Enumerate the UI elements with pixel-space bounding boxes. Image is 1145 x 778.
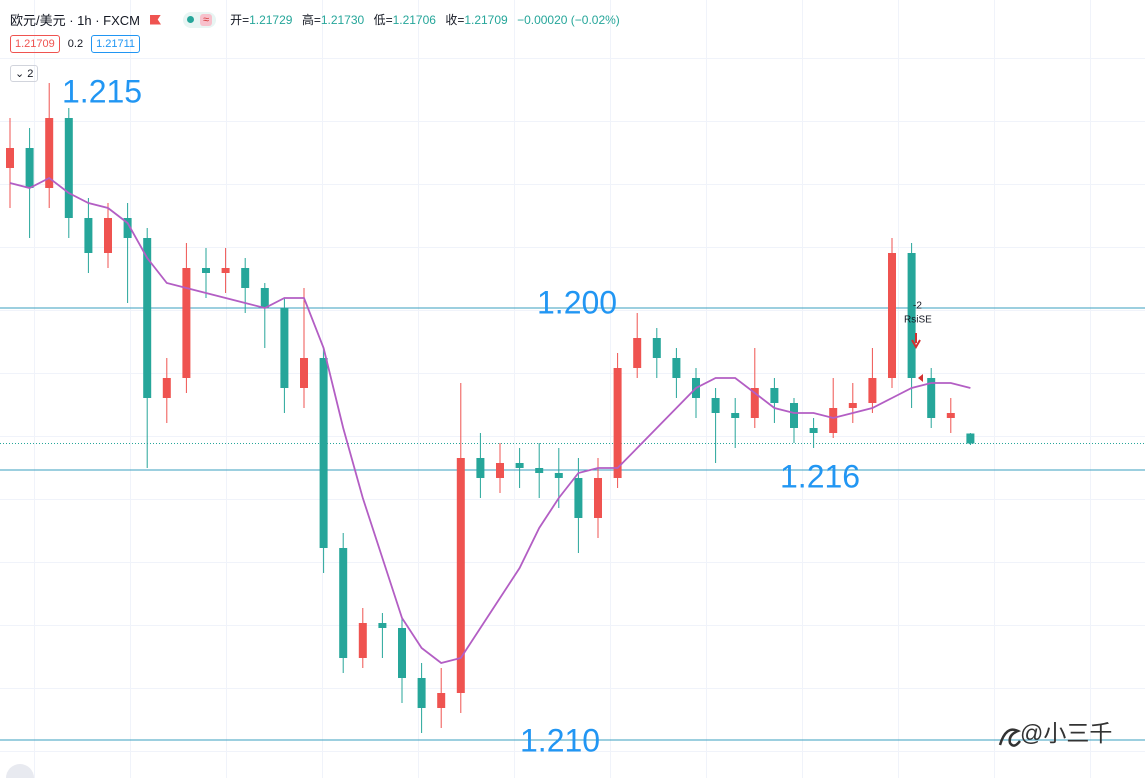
candle-body xyxy=(45,118,54,188)
signal-quantity: -2 xyxy=(913,301,922,312)
candle-body xyxy=(888,253,896,378)
candle-body xyxy=(790,403,798,428)
candle-body xyxy=(809,428,818,433)
candle-body xyxy=(260,288,269,308)
candle-body xyxy=(574,478,583,518)
candle-body xyxy=(182,268,191,378)
candle-body xyxy=(535,468,544,473)
ohlc-label: 高= xyxy=(301,13,321,27)
candle-body xyxy=(6,148,14,168)
candle-body xyxy=(398,628,406,678)
collapse-button[interactable]: ⌄ 2 xyxy=(10,65,39,82)
candle-body xyxy=(300,358,308,388)
bid[interactable]: 1.21709 xyxy=(10,35,60,53)
collapse-count: 2 xyxy=(27,68,34,80)
candle-body xyxy=(241,268,250,288)
candle-body xyxy=(202,268,210,273)
ohlc-label: 收= xyxy=(445,13,465,27)
candle-body xyxy=(966,433,975,444)
candle-body xyxy=(162,378,171,398)
candle-body xyxy=(84,218,93,253)
legend-row: 欧元/美元 · 1h · FXCM ≈ 开=1.21729 高=1.21730 … xyxy=(10,10,626,29)
candle-body xyxy=(594,478,602,518)
candle-body xyxy=(907,253,916,378)
signal-arrow xyxy=(911,333,921,350)
ask[interactable]: 1.21711 xyxy=(91,35,141,53)
candle-body xyxy=(515,463,524,468)
candle-body xyxy=(770,388,779,403)
status[interactable]: ≈ xyxy=(183,11,217,28)
candle-body xyxy=(496,463,504,478)
quote-row: 1.21709 0.2 1.21711 xyxy=(10,35,141,53)
candle-body xyxy=(554,473,563,478)
signal-tick xyxy=(918,374,923,382)
candle-body xyxy=(64,118,73,218)
ohlc-value: 1.21730 xyxy=(320,13,365,27)
candle-body xyxy=(633,338,642,368)
candle-body xyxy=(456,458,465,693)
symbol[interactable]: 欧元/美元 · 1h · FXCM xyxy=(10,13,141,28)
candle-body xyxy=(750,388,759,418)
annotation: 1.210 xyxy=(520,722,600,758)
watermark-icon xyxy=(998,728,1022,747)
ohlc-value: 1.21706 xyxy=(392,13,436,27)
candle-body xyxy=(946,413,955,418)
ohlc-value: 1.21729 xyxy=(249,13,293,27)
candle-body xyxy=(927,378,936,418)
spread: 0.2 xyxy=(67,38,84,50)
candle-body xyxy=(711,398,720,413)
collapse-row: ⌄ 2 xyxy=(10,65,39,82)
signal-label: RsiSE xyxy=(904,315,932,326)
flag-icon[interactable] xyxy=(150,14,162,25)
candle-body xyxy=(652,338,661,358)
candle-body xyxy=(613,368,622,478)
candle-body xyxy=(417,678,426,708)
candle-body xyxy=(104,218,112,253)
annotation: 1.200 xyxy=(537,284,617,320)
annotation: 1.216 xyxy=(780,458,860,494)
candle-body xyxy=(280,308,289,388)
candle-body xyxy=(25,148,34,188)
candle-body xyxy=(378,623,387,628)
candle-body xyxy=(339,548,348,658)
candle-body xyxy=(672,358,681,378)
candle-body xyxy=(848,403,857,408)
candle-body xyxy=(358,623,367,658)
candle-body xyxy=(221,268,230,273)
candle-body xyxy=(123,218,132,238)
ohlc: 开=1.21729 高=1.21730 低=1.21706 收=1.21709 … xyxy=(230,11,626,28)
watermark: @小三千 xyxy=(1020,720,1112,746)
candle-body xyxy=(829,408,838,433)
ohlc-value: 1.21709 xyxy=(464,13,508,27)
moving-average xyxy=(9,176,971,664)
change: −0.00020 (−0.02%) xyxy=(517,13,620,27)
candle-body xyxy=(143,238,152,398)
logo xyxy=(6,764,34,778)
annotation: 1.215 xyxy=(62,73,142,109)
candle-body xyxy=(731,413,740,418)
ohlc-label: 低= xyxy=(373,13,393,27)
candle-body xyxy=(437,693,446,708)
candle-body xyxy=(868,378,877,403)
candle-body xyxy=(476,458,485,478)
candle-body xyxy=(319,358,328,548)
ohlc-label: 开= xyxy=(230,13,250,27)
